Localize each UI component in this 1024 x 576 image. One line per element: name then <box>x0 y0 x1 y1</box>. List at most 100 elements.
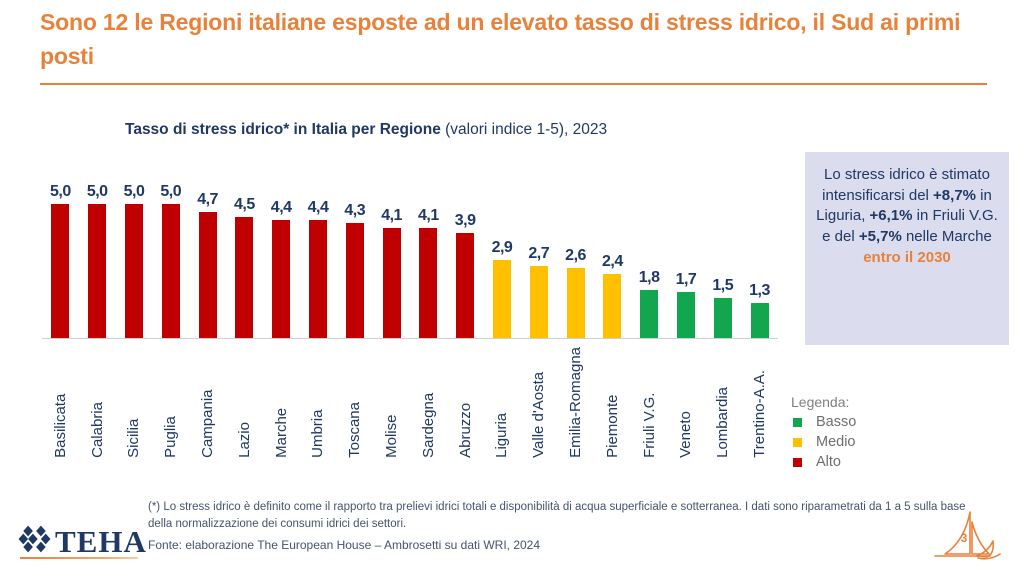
axis-label: Lazio <box>235 422 253 458</box>
legend-label: Medio <box>816 434 856 450</box>
chart-title-main: Tasso di stress idrico* in Italia per Re… <box>125 121 441 138</box>
legend-item: Medio <box>791 434 856 450</box>
callout-text-segment: entro il 2030 <box>863 248 951 266</box>
axis-label: Calabria <box>88 402 106 458</box>
bar <box>713 297 732 338</box>
bar <box>529 265 548 338</box>
bar-column: 5,0 <box>152 183 189 338</box>
bar-value-label: 4,1 <box>381 207 402 225</box>
legend-items: Basso Medio Alto <box>791 414 856 470</box>
legend-item: Basso <box>791 414 856 430</box>
axis-label: Valle d'Aosta <box>530 371 548 458</box>
footnote: (*) Lo stress idrico è definito come il … <box>148 501 966 531</box>
bar <box>345 222 364 338</box>
source-line: Fonte: elaborazione The European House –… <box>148 538 541 552</box>
bar-value-label: 4,1 <box>417 207 439 225</box>
bar-chart: 5,0 5,0 5,0 5,0 4,7 4,5 4,4 4,4 4,3 4,1 4,1 3,9 2,9 2… <box>42 183 778 458</box>
bar <box>603 273 622 338</box>
slide-title: Sono 12 le Regioni italiane esposte ad u… <box>40 9 961 69</box>
teha-logo-icon <box>18 523 51 560</box>
axis-label: Emilia-Romagna <box>567 347 585 458</box>
bar-column: 4,4 <box>263 199 300 338</box>
axis-label: Sardegna <box>419 392 437 458</box>
bar-value-label: 4,7 <box>197 191 218 209</box>
bar-column: 2,9 <box>484 239 521 338</box>
axis-label: Molise <box>383 414 401 458</box>
bar <box>676 292 695 338</box>
bar-column: 1,7 <box>668 271 705 338</box>
bar-value-label: 2,6 <box>565 247 586 265</box>
axis-label: Lombardia <box>714 386 732 458</box>
bar-column: 5,0 <box>79 183 116 338</box>
callout-text-segment: nelle Marche <box>901 228 992 246</box>
bar-column: 2,7 <box>520 245 557 338</box>
bar <box>492 260 511 338</box>
bar <box>272 220 291 338</box>
legend: Legenda: Basso Medio Alto <box>791 394 856 474</box>
chart-axis-labels: Basilicata Calabria Sicilia Puglia Campania L… <box>42 339 778 458</box>
bar <box>456 233 475 338</box>
axis-label: Marche <box>272 407 290 458</box>
bar-column: 5,0 <box>116 183 153 338</box>
chart-title-suffix: (valori indice 1-5), 2023 <box>440 121 608 138</box>
bar-column: 5,0 <box>42 183 79 338</box>
axis-label: Puglia <box>162 416 180 458</box>
bar-value-label: 1,7 <box>675 271 697 289</box>
callout-text-segment: +5,7% <box>858 228 902 246</box>
teha-logo: TEHA <box>18 523 147 560</box>
bar <box>161 204 180 338</box>
bar <box>51 204 70 338</box>
legend-item: Alto <box>791 454 856 470</box>
callout-text-segment: in Friuli V.G. e del <box>822 207 998 246</box>
legend-label: Basso <box>816 414 857 430</box>
bar-value-label: 5,0 <box>123 183 145 200</box>
axis-label: Campania <box>199 389 217 458</box>
bar-value-label: 2,9 <box>491 239 513 257</box>
page-number: 3 <box>960 531 968 545</box>
bar <box>198 212 217 338</box>
bar-column: 4,3 <box>336 202 373 338</box>
bar <box>750 303 769 338</box>
legend-title: Legenda: <box>791 394 850 410</box>
bar-column: 4,1 <box>373 207 410 338</box>
bar <box>124 204 143 338</box>
legend-swatch <box>793 417 802 427</box>
bar-value-label: 5,0 <box>50 183 71 200</box>
legend-swatch <box>793 457 802 467</box>
bar-value-label: 1,8 <box>638 268 660 286</box>
title-divider <box>40 83 987 85</box>
axis-label: Liguria <box>493 412 511 458</box>
callout-text-segment: +8,7% <box>933 186 976 204</box>
bar-column: 1,8 <box>631 269 668 338</box>
bar-column: 1,5 <box>704 277 741 338</box>
bar-column: 2,6 <box>557 247 594 338</box>
legend-label: Alto <box>816 454 841 470</box>
bar <box>235 217 254 338</box>
teha-logo-text: TEHA <box>55 523 147 559</box>
legend-swatch <box>793 437 802 447</box>
axis-label: Umbria <box>309 409 327 458</box>
axis-label: Veneto <box>677 411 695 458</box>
bar-value-label: 1,5 <box>712 276 734 294</box>
callout-text-segment: +6,1% <box>869 207 913 225</box>
axis-label: Friuli V.G. <box>640 392 658 458</box>
bar <box>419 228 438 338</box>
bar-value-label: 2,4 <box>601 252 623 270</box>
bar-value-label: 5,0 <box>86 183 108 200</box>
bar-column: 4,5 <box>226 196 263 338</box>
bar-value-label: 4,4 <box>307 199 329 217</box>
axis-label: Basilicata <box>51 393 69 458</box>
bar-value-label: 4,5 <box>234 196 255 214</box>
bar <box>308 220 327 338</box>
sailboat-icon <box>932 509 1004 572</box>
bar <box>640 289 659 338</box>
bar-column: 4,4 <box>300 199 337 338</box>
bar-column: 1,3 <box>741 282 778 338</box>
callout-box: Lo stress idrico è stimato intensificars… <box>805 152 1009 345</box>
bar-column: 3,9 <box>447 212 484 338</box>
bar-column: 4,7 <box>189 191 226 338</box>
axis-label: Toscana <box>346 402 364 458</box>
bar-column: 4,1 <box>410 207 447 338</box>
chart-title: Tasso di stress idrico* in Italia per Re… <box>125 121 607 139</box>
